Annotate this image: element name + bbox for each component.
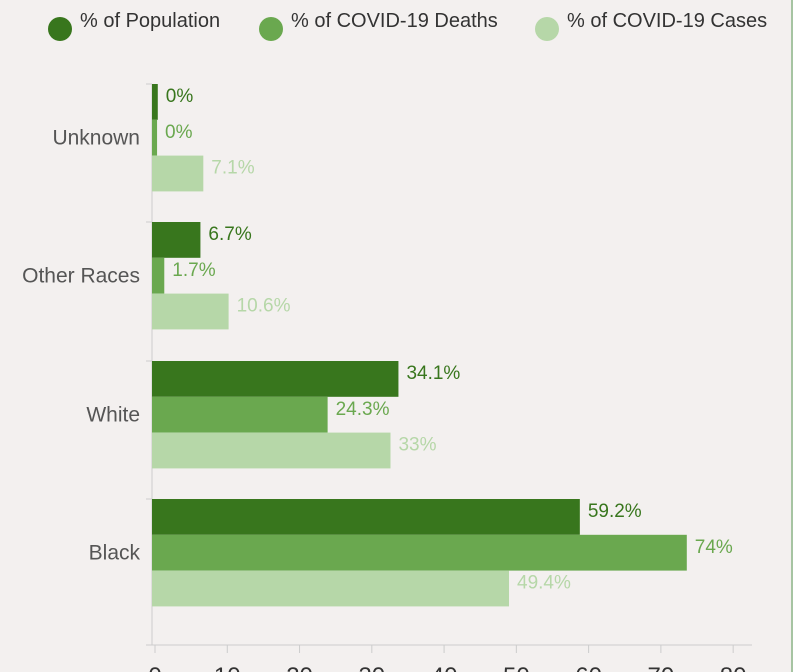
legend-marker-of-population [48, 17, 72, 41]
bar-black-of-covid-19-cases [152, 570, 510, 607]
data-label-black-of-population: 59.2% [588, 501, 642, 522]
x-tick-label-40: 40 [431, 663, 458, 672]
data-label-unknown-of-covid-19-cases: 7.1% [211, 158, 254, 179]
x-tick-label-70: 70 [648, 663, 675, 672]
bar-unknown-of-covid-19-cases [152, 155, 204, 192]
bar-unknown-of-population [152, 84, 158, 120]
x-tick-label-60: 60 [575, 663, 602, 672]
data-label-black-of-covid-19-cases: 49.4% [517, 573, 571, 594]
bar-other-races-of-covid-19-deaths [152, 257, 165, 294]
category-labels: Unknown Other Races White Black [22, 127, 140, 565]
legend-label-of-covid-19-deaths: % of COVID-19 Deaths [291, 10, 498, 32]
data-label-other-races-of-covid-19-deaths: 1.7% [172, 260, 215, 281]
data-label-other-races-of-covid-19-cases: 10.6% [237, 296, 291, 317]
data-label-unknown-of-population: 0% [166, 86, 194, 107]
x-tick-label-0: 0 [148, 663, 161, 672]
category-label-other-races: Other Races [22, 265, 140, 288]
bar-other-races-of-covid-19-cases [152, 293, 229, 330]
bar-white-of-covid-19-deaths [152, 396, 328, 433]
data-label-black-of-covid-19-deaths: 74% [695, 537, 733, 558]
category-label-white: White [86, 404, 140, 427]
category-label-unknown: Unknown [52, 127, 140, 150]
x-tick-label-80: 80 [720, 663, 747, 672]
data-label-unknown-of-covid-19-deaths: 0% [165, 122, 193, 143]
bar-white-of-covid-19-cases [152, 432, 391, 469]
x-tick-label-20: 20 [286, 663, 313, 672]
data-label-white-of-population: 34.1% [406, 363, 460, 384]
data-label-white-of-covid-19-cases: 33% [398, 435, 436, 456]
bars [152, 84, 687, 607]
bar-other-races-of-population [152, 222, 201, 258]
bar-white-of-population [152, 361, 399, 397]
legend-marker-of-covid-19-cases [535, 17, 559, 41]
legend-marker-of-covid-19-deaths [259, 17, 283, 41]
x-tick-label-50: 50 [503, 663, 530, 672]
data-labels: 0% 0% 7.1% 6.7% 1.7% 10.6% 34.1% 24.3% 33% 59.2% 7… [164, 85, 735, 596]
legend-label-of-population: % of Population [80, 10, 220, 32]
right-border [791, 0, 793, 672]
data-label-white-of-covid-19-deaths: 24.3% [336, 399, 390, 420]
x-tick-label-10: 10 [214, 663, 241, 672]
bar-black-of-population [152, 499, 580, 535]
data-label-other-races-of-population: 6.7% [208, 224, 251, 245]
category-label-black: Black [89, 542, 141, 565]
legend: % of Population % of COVID-19 Deaths % of … [48, 10, 767, 41]
bar-unknown-of-covid-19-deaths [152, 119, 158, 156]
legend-label-of-covid-19-cases: % of COVID-19 Cases [567, 10, 767, 32]
x-tick-label-30: 30 [358, 663, 385, 672]
bar-black-of-covid-19-deaths [152, 534, 687, 571]
